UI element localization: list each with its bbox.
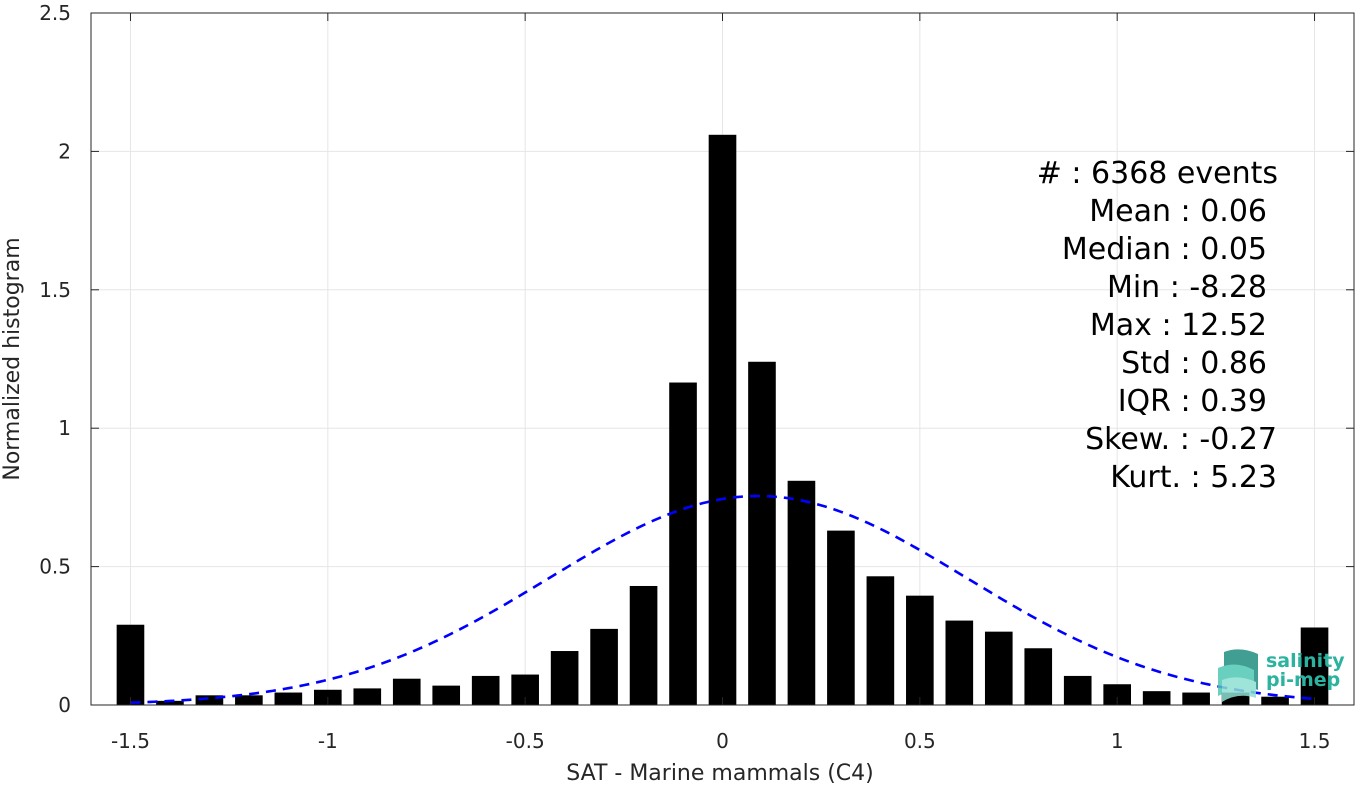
logo-line-2: pi-mep <box>1266 669 1340 691</box>
histogram-bar <box>1063 675 1092 705</box>
axis-tick-labels: -1.5 -1 -0.5 0 0.5 1 1.5 0 0.5 1 1.5 2 2.5 <box>39 1 1330 753</box>
histogram-bar <box>116 624 145 705</box>
histogram-bar <box>945 620 974 705</box>
histogram-bar <box>1300 627 1329 705</box>
stat-median: Median : 0.05 <box>1062 232 1267 267</box>
x-tick-label: 1 <box>1111 729 1124 753</box>
y-tick-label: 1.5 <box>39 278 71 302</box>
histogram-bar <box>156 700 184 705</box>
stat-max: Max : 12.52 <box>1090 308 1267 343</box>
histogram-bar <box>1024 648 1053 705</box>
histogram-bar <box>235 695 263 705</box>
histogram-bar <box>1182 692 1210 705</box>
histogram-bar <box>708 134 737 706</box>
stat-count: # : 6368 events <box>1037 156 1278 191</box>
stat-iqr: IQR : 0.39 <box>1118 384 1267 419</box>
histogram-bar <box>590 628 618 705</box>
histogram-bar <box>550 651 579 705</box>
y-tick-label: 0 <box>58 693 71 717</box>
histogram-bars <box>116 134 1329 706</box>
logo-line-1: salinity <box>1266 650 1345 672</box>
stat-skew: Skew. : -0.27 <box>1085 422 1277 457</box>
histogram-bar <box>392 678 421 705</box>
y-axis-label: Normalized histogram <box>0 237 25 480</box>
histogram-bar <box>432 685 461 705</box>
salinity-pimep-logo: salinity pi-mep <box>1218 649 1345 702</box>
histogram-bar <box>827 530 855 705</box>
axis-ticks <box>91 12 1354 706</box>
histogram-bar <box>669 382 697 705</box>
y-tick-label: 2 <box>58 139 71 163</box>
histogram-bar <box>906 595 934 705</box>
x-axis-label: SAT - Marine mammals (C4) <box>566 761 874 785</box>
y-tick-label: 2.5 <box>39 1 71 25</box>
histogram-bar <box>1142 691 1171 705</box>
histogram-bar <box>787 480 816 705</box>
histogram-bar <box>471 675 500 705</box>
normal-fit-curve <box>130 494 1315 704</box>
stat-kurt: Kurt. : 5.23 <box>1110 460 1277 495</box>
histogram-bar <box>866 576 895 705</box>
y-tick-label: 0.5 <box>39 555 71 579</box>
histogram-bar <box>353 688 382 705</box>
histogram-bar <box>984 631 1013 705</box>
stat-mean: Mean : 0.06 <box>1089 194 1267 229</box>
stat-min: Min : -8.28 <box>1107 270 1267 305</box>
histogram-bar <box>629 585 658 705</box>
x-tick-label: -1.5 <box>111 729 150 753</box>
x-tick-label: 0.5 <box>904 729 936 753</box>
wave-logo-icon <box>1218 649 1258 702</box>
y-tick-label: 1 <box>58 416 71 440</box>
histogram-bar <box>1261 696 1289 705</box>
x-tick-label: -1 <box>318 729 338 753</box>
x-tick-label: 1.5 <box>1299 729 1331 753</box>
x-tick-label: -0.5 <box>506 729 545 753</box>
histogram-bar <box>195 695 224 705</box>
x-tick-label: 0 <box>716 729 729 753</box>
histogram-bar <box>1103 684 1132 705</box>
stat-std: Std : 0.86 <box>1121 346 1267 381</box>
histogram-bar <box>274 692 303 705</box>
histogram-bar <box>748 361 776 705</box>
stats-annotation: # : 6368 events Mean : 0.06 Median : 0.0… <box>1037 156 1278 495</box>
